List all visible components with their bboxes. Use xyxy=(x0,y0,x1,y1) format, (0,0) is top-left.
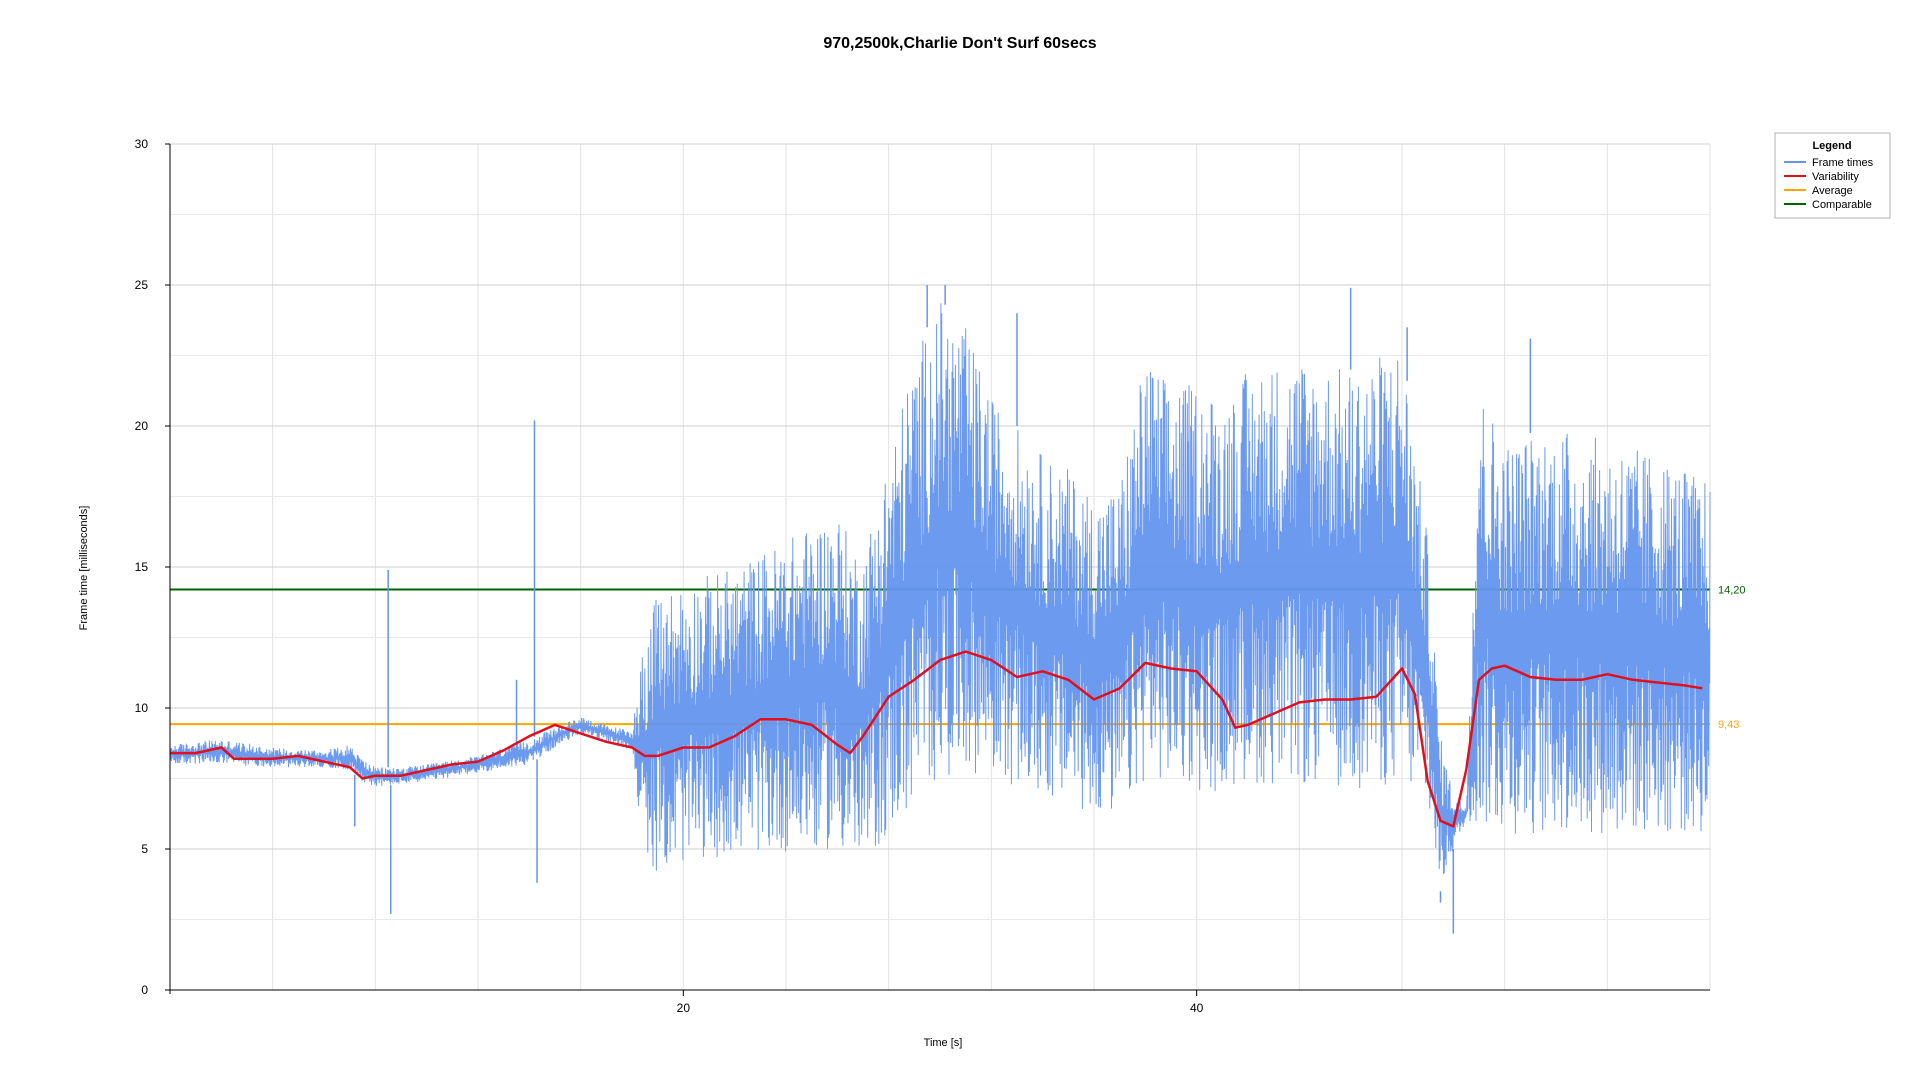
reference-label-average: 9,43 xyxy=(1718,719,1739,731)
axes: 0 5 10 15 20 25 30 20 40 xyxy=(135,137,1710,1015)
y-tick-label: 0 xyxy=(141,983,148,997)
reference-label-comparable: 14,20 xyxy=(1718,585,1746,597)
legend-label-average: Average xyxy=(1812,185,1853,197)
frame-time-spikes xyxy=(354,285,1532,934)
y-axis-label: Frame time [milliseconds] xyxy=(78,506,90,631)
x-tick-label: 20 xyxy=(677,1001,691,1015)
y-tick-label: 10 xyxy=(135,701,149,715)
y-tick-label: 30 xyxy=(135,137,149,151)
legend-label-variability: Variability xyxy=(1812,171,1859,183)
legend-label-frame-times: Frame times xyxy=(1812,157,1874,169)
legend-entries: Frame times Variability Average Comparable xyxy=(1784,157,1874,211)
legend-title: Legend xyxy=(1812,140,1851,152)
x-axis-label: Time [s] xyxy=(924,1037,963,1049)
y-tick-label: 25 xyxy=(135,278,149,292)
legend-label-comparable: Comparable xyxy=(1812,199,1872,211)
series-layer xyxy=(169,285,1711,934)
x-tick-label: 40 xyxy=(1190,1001,1204,1015)
y-tick-label: 20 xyxy=(135,419,149,433)
chart-title: 970,2500k,Charlie Don't Surf 60secs xyxy=(823,35,1096,52)
series-frame-times xyxy=(169,303,1711,874)
series-variability xyxy=(170,650,1703,828)
y-tick-label: 15 xyxy=(135,560,149,574)
y-tick-label: 5 xyxy=(141,842,148,856)
legend: Legend Frame times Variability Average Comp… xyxy=(1774,132,1891,219)
